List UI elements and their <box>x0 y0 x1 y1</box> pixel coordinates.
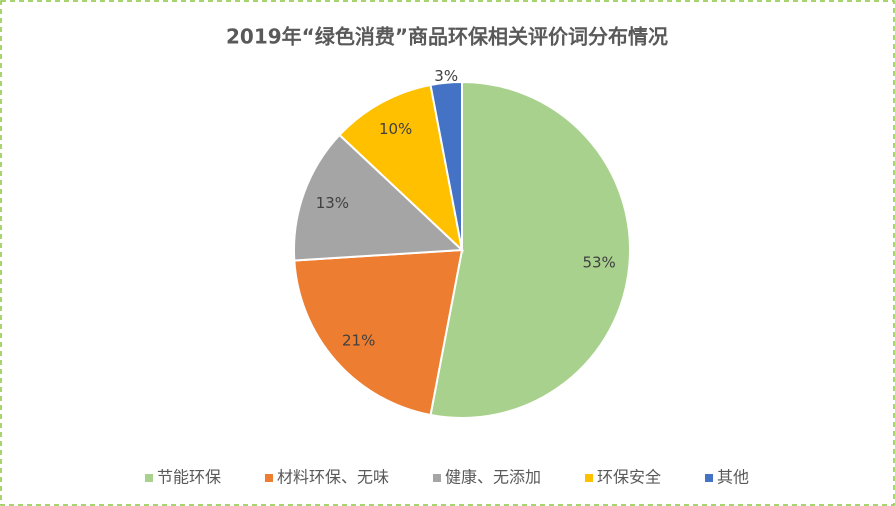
legend-marker <box>432 474 441 482</box>
legend-marker <box>705 474 714 482</box>
pie-slice <box>293 133 465 262</box>
legend-label: 其他 <box>717 468 749 487</box>
pie-slice <box>293 248 464 417</box>
legend-label: 材料环保、无味 <box>277 468 389 487</box>
legend-label: 健康、无添加 <box>445 468 541 487</box>
legend-marker <box>585 474 594 482</box>
data-label: 10% <box>379 120 412 138</box>
data-label: 3% <box>434 67 458 85</box>
pie-slice <box>338 83 464 253</box>
legend-label: 环保安全 <box>597 468 661 487</box>
legend-label: 节能环保 <box>157 468 221 487</box>
legend-marker <box>144 474 153 482</box>
chart-title: 2019年“绿色消费”商品环保相关评价词分布情况 <box>226 25 668 49</box>
legend-marker <box>264 474 273 482</box>
data-label: 13% <box>316 194 349 212</box>
data-label: 53% <box>582 253 615 271</box>
data-label: 21% <box>342 332 375 350</box>
pie-slice <box>429 80 631 419</box>
pie-slice <box>429 80 463 251</box>
